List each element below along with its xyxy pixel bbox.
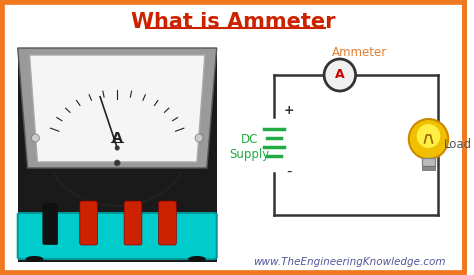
Text: Load: Load [444,139,472,152]
FancyBboxPatch shape [43,204,58,244]
Text: A: A [335,68,345,81]
Circle shape [195,134,203,142]
FancyBboxPatch shape [18,213,217,259]
Circle shape [409,119,448,159]
Polygon shape [29,55,205,162]
FancyBboxPatch shape [124,201,142,245]
Text: DC
Supply: DC Supply [229,133,269,161]
Text: Ammeter: Ammeter [332,46,387,59]
Polygon shape [18,48,217,168]
Text: A: A [112,131,123,145]
Ellipse shape [188,256,206,262]
FancyBboxPatch shape [80,201,98,245]
Circle shape [417,124,440,148]
Text: +: + [283,104,294,117]
FancyBboxPatch shape [159,201,176,245]
Text: www.TheEngineeringKnowledge.com: www.TheEngineeringKnowledge.com [254,257,446,267]
Ellipse shape [26,256,43,262]
Circle shape [114,160,120,166]
Text: What is Ammeter: What is Ammeter [131,12,336,32]
Bar [421,158,436,166]
Polygon shape [18,48,217,262]
Bar [421,166,436,170]
Circle shape [115,145,119,150]
Text: -: - [286,164,292,178]
Circle shape [324,59,356,91]
Circle shape [32,134,39,142]
